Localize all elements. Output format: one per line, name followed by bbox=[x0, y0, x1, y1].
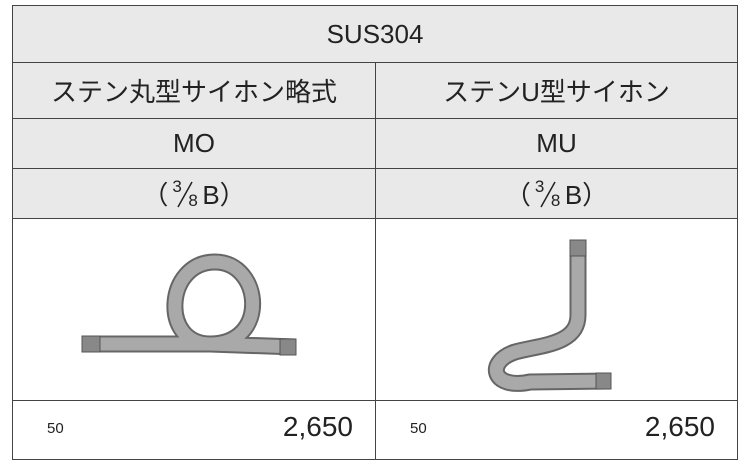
product-name: ステン丸型サイホン略式 bbox=[50, 77, 337, 107]
name-cell: ステンU型サイホン bbox=[375, 62, 738, 119]
header: SUS304 bbox=[326, 18, 424, 49]
size-cell: （ 3 8 B） bbox=[375, 168, 738, 219]
fraction-slash bbox=[540, 181, 556, 207]
product-code: MU bbox=[536, 128, 577, 158]
denominator: 8 bbox=[550, 190, 561, 210]
size-cell: （ 3 8 B） bbox=[12, 168, 376, 219]
header-cell: SUS304 bbox=[12, 5, 738, 63]
price-cell: 50 2,650 bbox=[375, 400, 738, 460]
product-code: MO bbox=[173, 128, 215, 158]
numerator: 3 bbox=[534, 176, 545, 196]
fraction: 3 8 bbox=[531, 176, 565, 210]
size-suffix: B） bbox=[202, 180, 246, 210]
page: SUS304 ステン丸型サイホン略式 ステンU型サイホン MO MU （ 3 8… bbox=[12, 5, 738, 460]
fraction-slash bbox=[177, 181, 193, 207]
product-images bbox=[81, 239, 612, 392]
price: 2,650 bbox=[282, 411, 353, 442]
u-siphon bbox=[487, 239, 612, 392]
numerator: 3 bbox=[172, 176, 182, 196]
price: 2,650 bbox=[644, 411, 715, 442]
loop-siphon bbox=[81, 253, 297, 356]
code-cell: MU bbox=[375, 118, 738, 169]
size-suffix: B） bbox=[564, 180, 609, 210]
code-cell: MO bbox=[12, 118, 376, 169]
product-name: ステンU型サイホン bbox=[443, 77, 670, 107]
size-prefix: （ bbox=[504, 180, 531, 210]
fraction: 3 8 bbox=[168, 176, 202, 210]
price-cell: 50 2,650 bbox=[12, 400, 376, 460]
size-prefix: （ bbox=[142, 180, 169, 210]
quantity: 50 bbox=[47, 420, 64, 437]
denominator: 8 bbox=[188, 190, 198, 210]
quantity: 50 bbox=[410, 420, 427, 437]
